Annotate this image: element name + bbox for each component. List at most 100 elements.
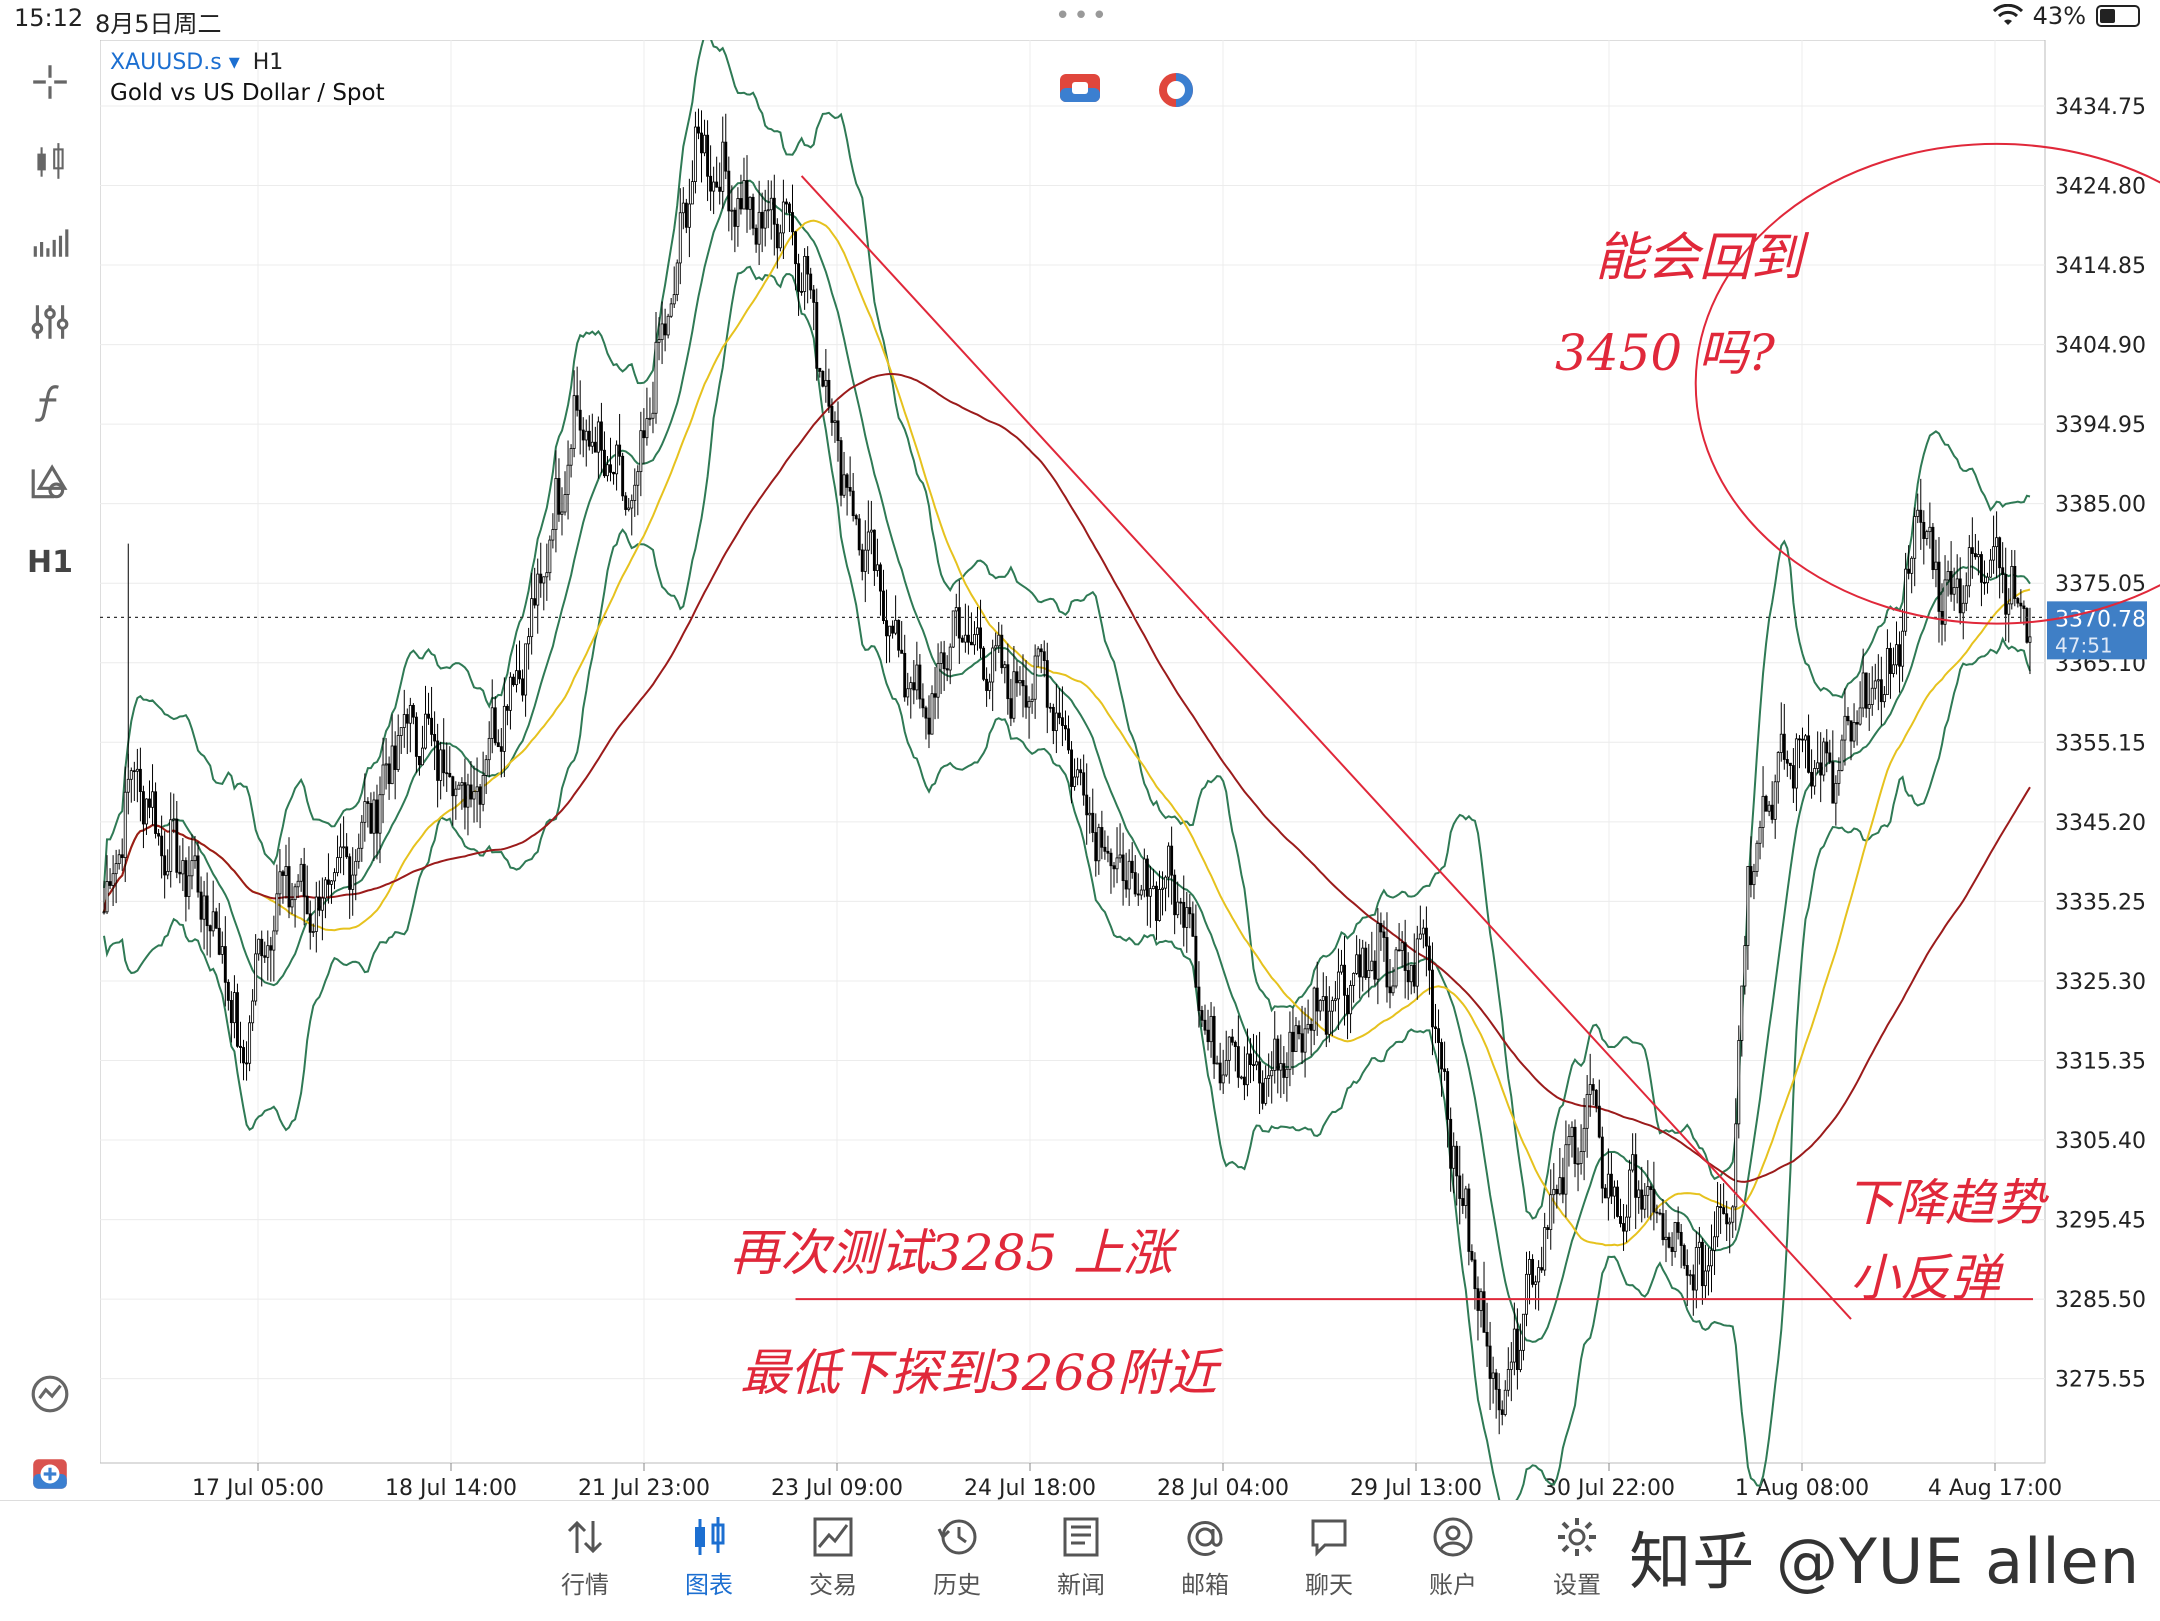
y-tick-label: 3345.20 — [2055, 811, 2146, 836]
objects-shapes-icon[interactable] — [24, 456, 76, 508]
function-icon[interactable] — [24, 376, 76, 428]
add-order-icon[interactable] — [24, 1448, 76, 1500]
volume-bars-icon[interactable] — [24, 216, 76, 268]
candle-body — [1500, 1409, 1504, 1415]
candle-body — [1358, 954, 1362, 978]
candle-body — [499, 746, 503, 752]
candle-body — [1473, 1259, 1477, 1290]
symbol-name[interactable]: XAUUSD.s — [110, 50, 222, 75]
candle-body — [976, 627, 979, 635]
candle-body — [151, 791, 154, 808]
multitask-dots-icon[interactable]: ••• — [1055, 1, 1111, 31]
candle-body — [1449, 1118, 1453, 1169]
candle-body — [715, 181, 719, 188]
candle-body — [1603, 1187, 1607, 1199]
candle-body — [933, 693, 937, 698]
candle-body — [784, 201, 788, 205]
candle-body — [1145, 858, 1149, 897]
candle-body — [827, 379, 831, 407]
candle-body — [1291, 1031, 1295, 1053]
candle-body — [869, 529, 873, 533]
candle-body — [1719, 1206, 1723, 1209]
candle-body — [891, 625, 895, 634]
candle-body — [599, 421, 603, 451]
candle-body — [193, 855, 197, 862]
candle-body — [969, 641, 973, 646]
chart-toolbar: H1 — [0, 40, 100, 1500]
candle-body — [278, 871, 282, 895]
chart-area[interactable]: 3434.75 3424.80 3414.85 3404.90 3394.95 3385.… — [100, 40, 2160, 1500]
candle-body — [672, 294, 676, 305]
crosshair-icon[interactable] — [24, 56, 76, 108]
candle-body — [1300, 1033, 1304, 1053]
candle-body — [648, 417, 652, 420]
nav-mail[interactable]: 邮箱 — [1160, 1515, 1250, 1600]
candle-body — [1901, 630, 1905, 667]
candle-body — [906, 688, 910, 698]
candle-body — [220, 946, 224, 955]
candle-body — [1349, 985, 1353, 1015]
candle-body — [2001, 567, 2005, 575]
candle-body — [551, 529, 555, 541]
candlestick-type-icon[interactable] — [24, 136, 76, 188]
candle-body — [411, 704, 415, 718]
candle-body — [1528, 1259, 1531, 1275]
candle-body — [921, 698, 925, 709]
candle-body — [1154, 885, 1158, 921]
y-tick-label: 3355.15 — [2055, 731, 2146, 756]
candle-body — [515, 670, 518, 686]
bollinger-middle — [103, 179, 2031, 1343]
one-click-trade-icon[interactable] — [1060, 70, 1100, 106]
candle-body — [1728, 1221, 1732, 1225]
candle-body — [687, 203, 691, 228]
candle-body — [633, 484, 637, 501]
candle-body — [1030, 698, 1034, 702]
candle-body — [354, 860, 358, 876]
candle-body — [1867, 704, 1871, 709]
candle-body — [593, 441, 597, 453]
candle-body — [602, 449, 606, 477]
candle-body — [1640, 1189, 1644, 1210]
candle-body — [1018, 680, 1022, 684]
candle-body — [2019, 602, 2023, 607]
candle-body — [481, 775, 485, 805]
nav-chart[interactable]: 图表 — [664, 1515, 754, 1600]
trade-chart-icon[interactable] — [24, 1368, 76, 1420]
candle-body — [939, 652, 943, 664]
candle-body — [1797, 738, 1801, 741]
nav-news[interactable]: 新闻 — [1036, 1515, 1126, 1600]
nav-trade[interactable]: 交易 — [788, 1515, 878, 1600]
candle-body — [372, 799, 376, 834]
chevron-down-icon[interactable]: ▾ — [228, 50, 240, 75]
candle-body — [766, 209, 770, 212]
nav-history[interactable]: 历史 — [912, 1515, 1002, 1600]
candle-body — [596, 421, 600, 453]
nav-chat[interactable]: 聊天 — [1284, 1515, 1374, 1600]
price-chart[interactable]: 3434.75 3424.80 3414.85 3404.90 3394.95 3385.… — [100, 40, 2160, 1500]
timeframe-button[interactable]: H1 — [27, 544, 73, 580]
candle-body — [381, 764, 385, 796]
depth-of-market-icon[interactable] — [1156, 70, 1196, 107]
candle-body — [954, 607, 958, 612]
indicators-sliders-icon[interactable] — [24, 296, 76, 348]
candle-body — [1758, 827, 1762, 844]
battery-percent: 43% — [2032, 2, 2086, 30]
candle-body — [1943, 579, 1947, 625]
x-tick-label: 18 Jul 14:00 — [385, 1476, 517, 1500]
candle-body — [1464, 1188, 1468, 1206]
candle-body — [791, 212, 794, 233]
x-tick-label: 17 Jul 05:00 — [192, 1476, 324, 1500]
candle-body — [1779, 733, 1783, 753]
candle-body — [378, 794, 382, 834]
candle-body — [1203, 1019, 1207, 1031]
nav-account[interactable]: 账户 — [1408, 1515, 1498, 1600]
nav-label: 设置 — [1553, 1571, 1601, 1599]
candle-body — [1785, 759, 1789, 764]
chart-timeframe: H1 — [252, 50, 284, 75]
candle-body — [172, 818, 176, 821]
candle-body — [1509, 1361, 1513, 1370]
nav-quotes[interactable]: 行情 — [540, 1515, 630, 1600]
candle-body — [375, 799, 379, 834]
nav-settings[interactable]: 设置 — [1532, 1515, 1622, 1600]
candle-body — [1749, 866, 1753, 886]
